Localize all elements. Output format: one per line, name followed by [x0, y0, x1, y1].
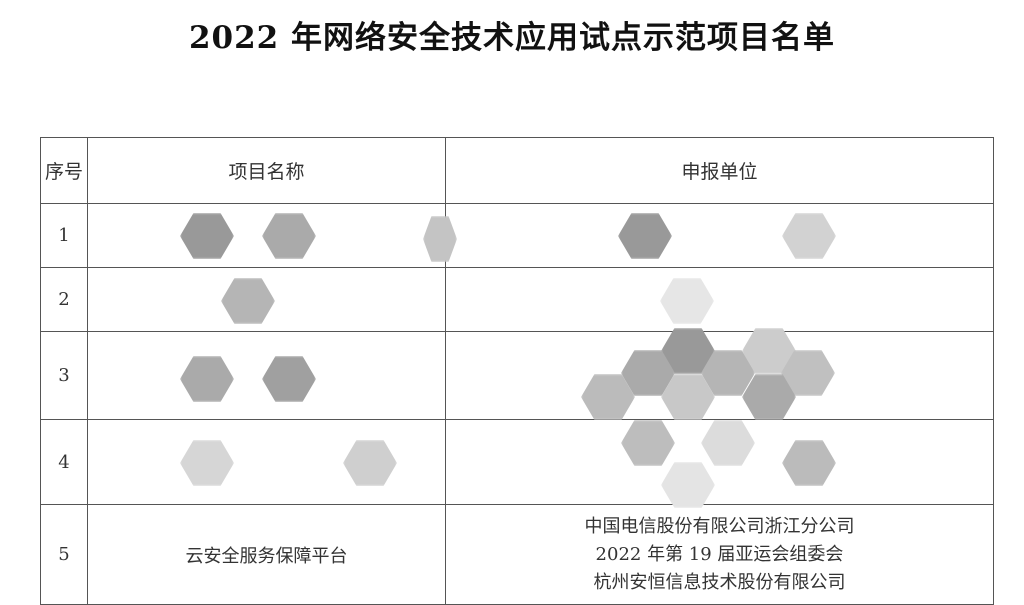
redacted-unit: [445, 203, 994, 268]
table-row: 4: [40, 419, 994, 508]
redacted-unit: [445, 419, 994, 508]
unit-name: 2022 年第 19 届亚运会组委会: [595, 543, 844, 565]
project-name: 云安全服务保障平台: [87, 504, 446, 605]
row-no: 4: [40, 419, 88, 505]
redacted-project: [87, 331, 446, 420]
redacted-unit: [445, 328, 994, 420]
row-no: 2: [40, 267, 88, 332]
header-project: 项目名称: [87, 137, 446, 204]
row-no: 5: [40, 504, 88, 605]
header-unit: 申报单位: [445, 137, 994, 204]
redacted-project: [87, 419, 446, 505]
table-row: 1: [40, 203, 994, 268]
unit-list: 中国电信股份有限公司浙江分公司 2022 年第 19 届亚运会组委会 杭州安恒信…: [445, 504, 994, 605]
page-title: 2022 年网络安全技术应用试点示范项目名单: [188, 20, 836, 56]
row-no: 3: [40, 331, 88, 420]
redacted-unit: [445, 267, 994, 332]
table-row: 3: [40, 328, 994, 420]
redacted-project: [87, 203, 457, 268]
header-no: 序号: [40, 137, 88, 204]
row-no: 1: [40, 203, 88, 268]
table-row: 2: [40, 267, 994, 332]
project-list-table: 序号 项目名称 申报单位 1 2 3: [40, 137, 994, 605]
table-header-row: 序号 项目名称 申报单位: [40, 137, 994, 204]
unit-name: 中国电信股份有限公司浙江分公司: [584, 515, 855, 537]
unit-name: 杭州安恒信息技术股份有限公司: [593, 571, 846, 593]
redacted-project: [87, 267, 446, 332]
table-row: 5 云安全服务保障平台 中国电信股份有限公司浙江分公司 2022 年第 19 届…: [40, 504, 994, 605]
